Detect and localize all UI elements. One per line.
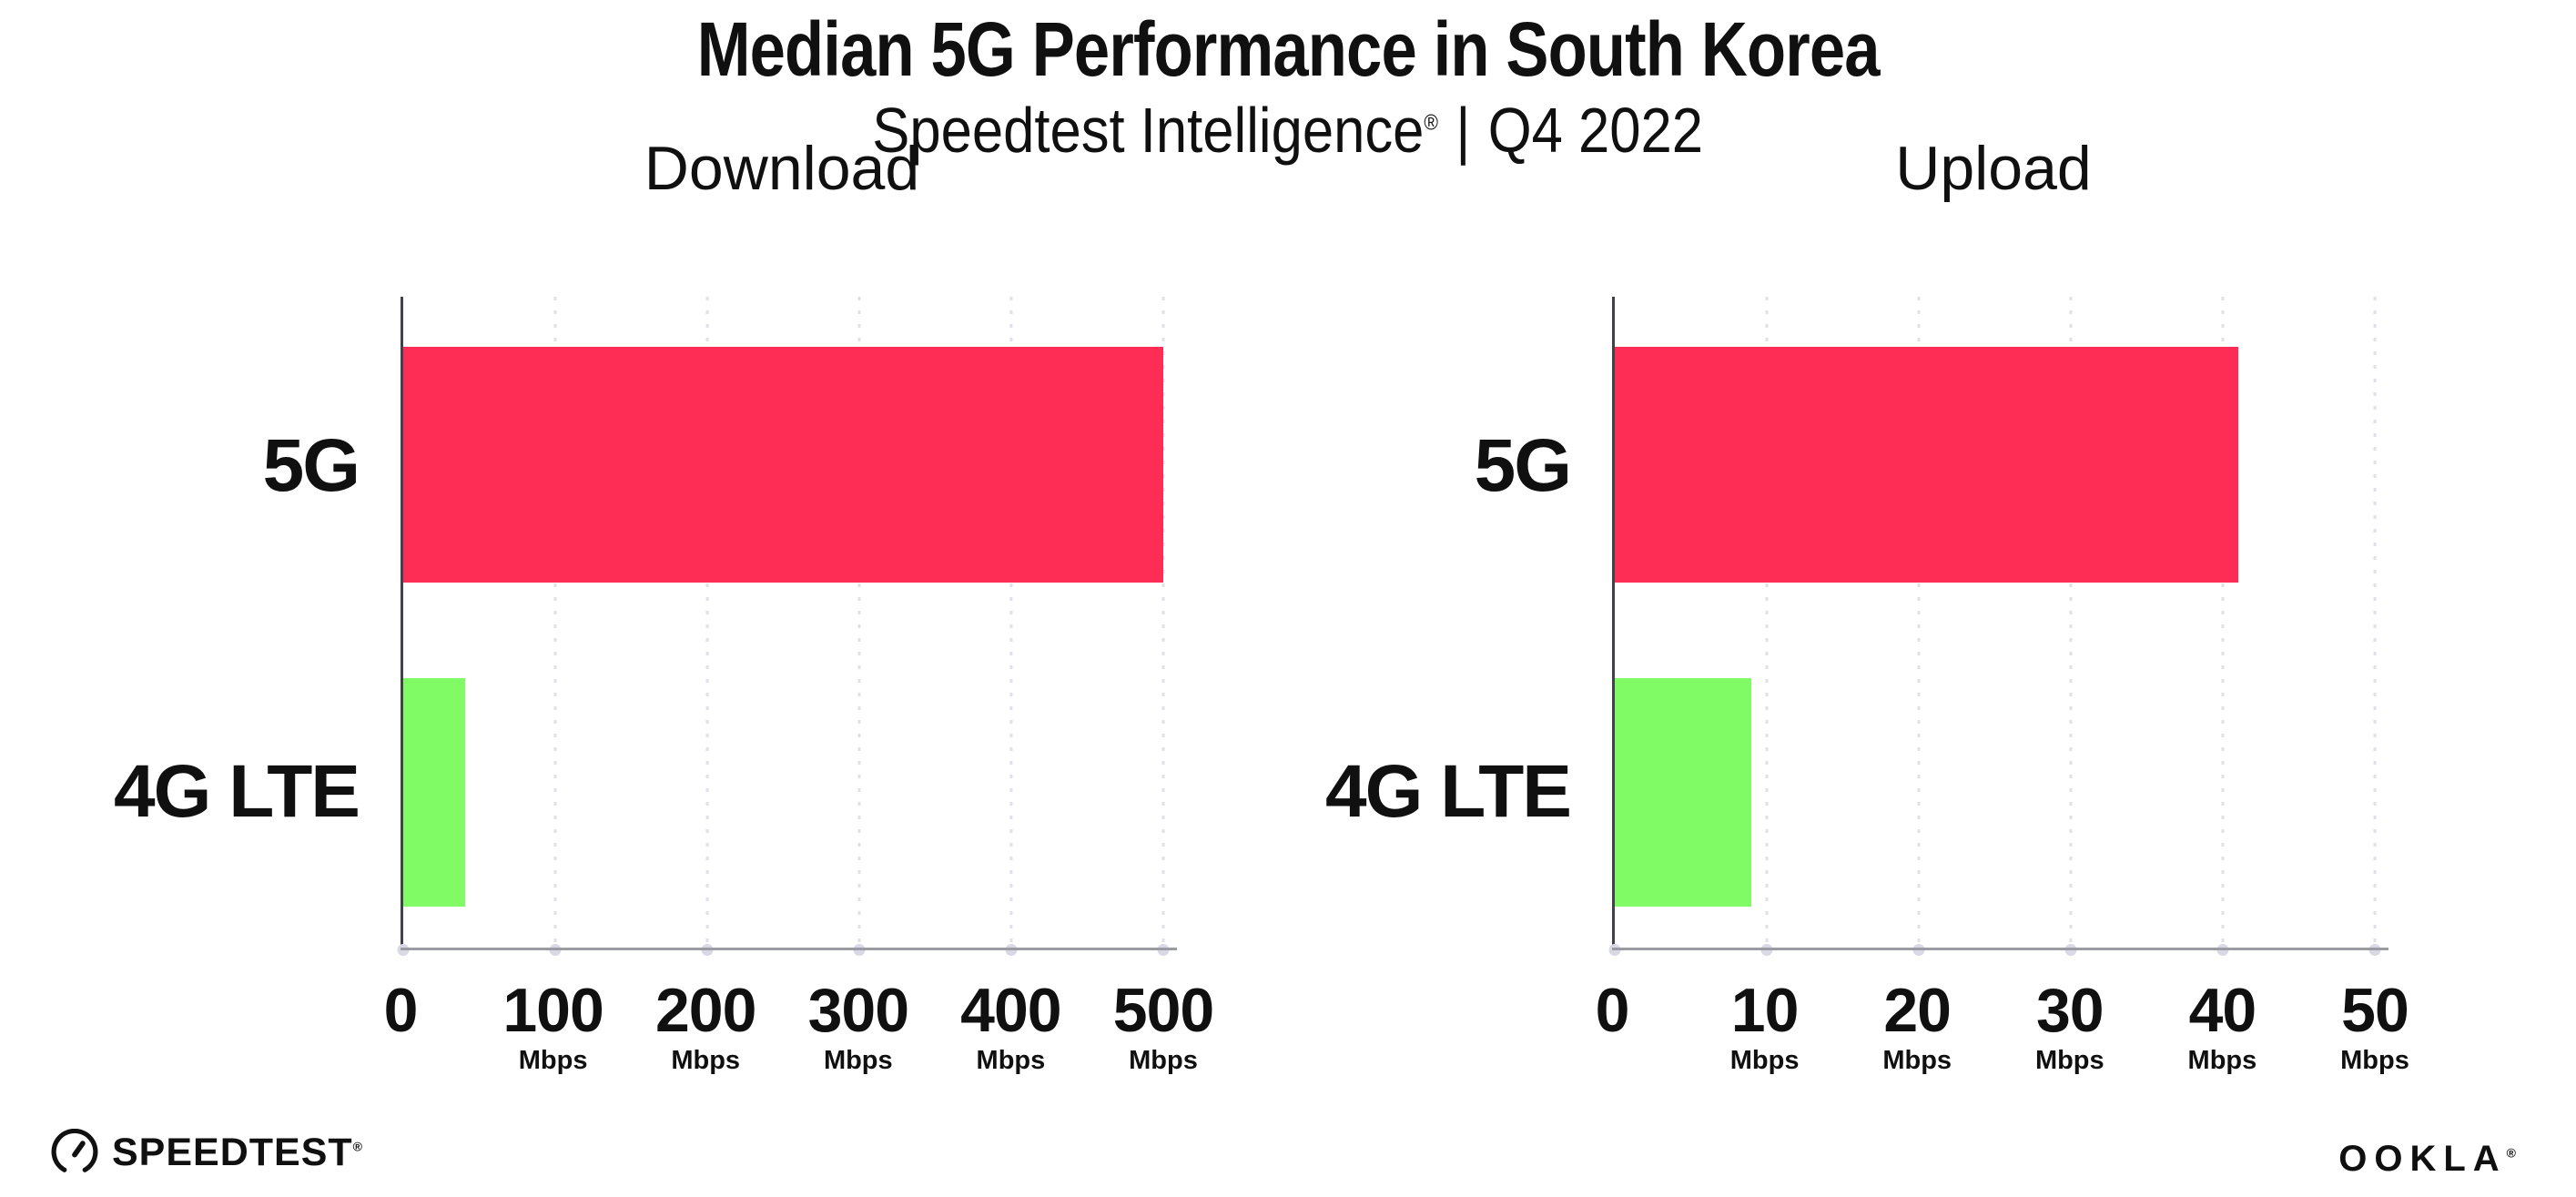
- x-axis-line: [401, 948, 1177, 950]
- upload-plot-area: [1608, 297, 2388, 956]
- header: Median 5G Performance in South Korea Spe…: [0, 5, 2576, 166]
- download-plot-area: [397, 297, 1177, 956]
- page-title: Median 5G Performance in South Korea: [696, 6, 1881, 92]
- download-chart-title: Download: [644, 134, 920, 203]
- category-label-5g: 5G: [1474, 424, 1572, 507]
- tick-label: 40 Mbps: [2187, 976, 2257, 1075]
- download-category-labels: 5G 4G LTE: [93, 297, 401, 949]
- category-label-4g-lte: 4G LTE: [1325, 750, 1572, 833]
- ookla-logo: OOKLA®: [2338, 1138, 2523, 1180]
- gridline: [1765, 297, 1769, 948]
- tick-label: 200 Mbps: [654, 976, 756, 1075]
- tick-label: 20 Mbps: [1882, 976, 1952, 1075]
- gridline: [2069, 297, 2073, 948]
- tick-label: 30 Mbps: [2034, 976, 2104, 1075]
- bar-5g-upload: [1615, 347, 2238, 583]
- subtitle-separator: |: [1455, 95, 1471, 166]
- category-label-5g: 5G: [262, 424, 360, 507]
- upload-plot-row: 5G 4G LTE: [1304, 297, 2388, 956]
- gridline: [1161, 297, 1165, 948]
- tick-label: 10 Mbps: [1729, 976, 1800, 1075]
- speedtest-gauge-icon: [51, 1129, 98, 1176]
- tick-label: 400 Mbps: [960, 976, 1061, 1075]
- download-plot-row: 5G 4G LTE: [93, 297, 1177, 956]
- x-axis-line: [1612, 948, 2388, 950]
- upload-chart: Upload 5G 4G LTE 0 10 Mbps 20 Mbps 30 Mbps …: [1304, 134, 2409, 1117]
- bar-4g-lte-upload: [1615, 678, 1752, 907]
- registered-mark: ®: [352, 1139, 363, 1154]
- upload-chart-title: Upload: [1895, 134, 2092, 203]
- upload-x-axis-ticks: 0 10 Mbps 20 Mbps 30 Mbps 40 Mbps 50 Mbps: [1596, 976, 2409, 1117]
- speedtest-logo: SPEEDTEST®: [51, 1129, 363, 1176]
- bar-5g-download: [403, 347, 1163, 583]
- registered-mark: ®: [1424, 110, 1439, 136]
- gridline: [553, 297, 557, 948]
- gridline: [2373, 297, 2377, 948]
- gridline: [705, 297, 709, 948]
- download-chart: Download 5G 4G LTE 0 100 Mbps 200 Mbps 300…: [93, 134, 1215, 1117]
- gridline: [1009, 297, 1013, 948]
- tick-label: 100 Mbps: [502, 976, 603, 1075]
- speedtest-wordmark: SPEEDTEST®: [112, 1131, 363, 1174]
- tick-label: 0: [383, 976, 419, 1045]
- bar-4g-lte-download: [403, 678, 466, 907]
- category-label-4g-lte: 4G LTE: [114, 750, 360, 833]
- tick-label: 300 Mbps: [807, 976, 909, 1075]
- registered-mark: ®: [2506, 1145, 2523, 1161]
- tick-label: 50 Mbps: [2340, 976, 2409, 1075]
- gridline: [857, 297, 861, 948]
- gridline: [1917, 297, 1921, 948]
- gridline: [2221, 297, 2225, 948]
- upload-category-labels: 5G 4G LTE: [1304, 297, 1612, 949]
- subtitle-period: Q4 2022: [1488, 95, 1704, 166]
- tick-label: 0: [1595, 976, 1630, 1045]
- ookla-wordmark: OOKLA: [2338, 1139, 2507, 1179]
- download-x-axis-ticks: 0 100 Mbps 200 Mbps 300 Mbps 400 Mbps 500 Mbp…: [384, 976, 1215, 1117]
- subtitle-brand: Speedtest Intelligence: [872, 95, 1425, 166]
- tick-label: 500 Mbps: [1112, 976, 1214, 1075]
- page-subtitle: Speedtest Intelligence® | Q4 2022: [0, 95, 2576, 166]
